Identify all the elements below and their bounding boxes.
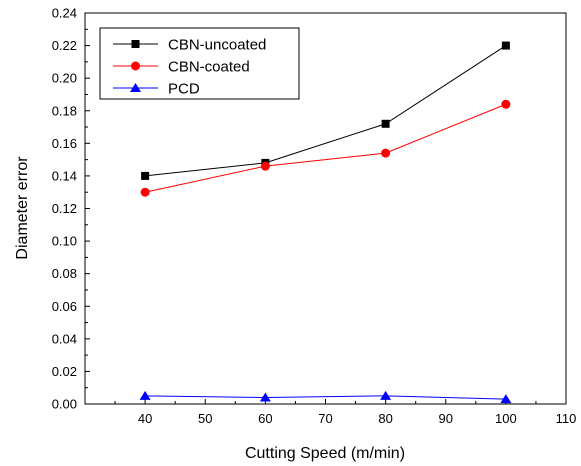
y-tick-label: 0.04: [52, 331, 77, 346]
y-tick-label: 0.14: [52, 168, 77, 183]
y-tick-label: 0.02: [52, 364, 77, 379]
y-tick-label: 0.08: [52, 266, 77, 281]
x-tick-label: 40: [138, 411, 152, 426]
x-tick-label: 60: [258, 411, 272, 426]
y-tick-label: 0.00: [52, 397, 77, 412]
x-tick-label: 80: [378, 411, 392, 426]
data-point-cbn-uncoated: [381, 119, 390, 128]
data-point-pcd: [380, 390, 392, 400]
y-tick-label: 0.10: [52, 234, 77, 249]
legend-marker-cbn-uncoated: [131, 40, 140, 48]
series-line-cbn-uncoated: [145, 45, 507, 177]
legend-label-cbn-uncoated: CBN-uncoated: [168, 37, 266, 54]
x-tick-label: 90: [439, 411, 453, 426]
x-tick-label: 110: [556, 411, 577, 426]
y-tick-label: 0.20: [52, 71, 77, 86]
legend-marker-cbn-coated: [131, 61, 140, 71]
series-line-cbn-coated: [145, 103, 507, 193]
series-line-pcd: [145, 395, 506, 400]
data-markers: [139, 41, 512, 404]
legend-marker-pcd: [130, 83, 141, 92]
y-tick-label: 0.12: [52, 201, 77, 216]
legend: CBN-uncoated CBN-coated PCD: [99, 27, 300, 100]
data-point-cbn-coated: [381, 148, 391, 158]
legend-label-cbn-coated: CBN-coated: [168, 59, 250, 76]
y-tick-label: 0.18: [52, 103, 77, 118]
data-point-cbn-uncoated: [141, 171, 150, 180]
y-tick-label: 0.22: [52, 38, 77, 53]
data-point-cbn-coated: [501, 99, 511, 109]
y-tick-label: 0.24: [52, 6, 77, 21]
x-axis-title: Cutting Speed (m/min): [245, 445, 405, 462]
legend-label-pcd: PCD: [168, 81, 200, 98]
y-tick-label: 0.06: [52, 299, 77, 314]
data-point-pcd: [139, 390, 151, 400]
data-point-pcd: [259, 392, 271, 402]
data-point-cbn-uncoated: [501, 41, 510, 50]
x-tick-label: 70: [318, 411, 332, 426]
axis-ticks: 40 50 60 70 80 90 100 110 0.00 0.02 0.04 0.06 0.08 0.…: [52, 6, 577, 427]
y-tick-label: 0.16: [52, 136, 77, 151]
x-tick-label: 50: [198, 411, 212, 426]
y-axis-title: Diameter error: [14, 156, 31, 260]
x-tick-label: 100: [495, 411, 517, 426]
series-lines: [145, 45, 507, 400]
data-point-cbn-coated: [140, 187, 150, 197]
data-point-cbn-coated: [260, 161, 270, 171]
data-point-pcd: [500, 394, 512, 404]
